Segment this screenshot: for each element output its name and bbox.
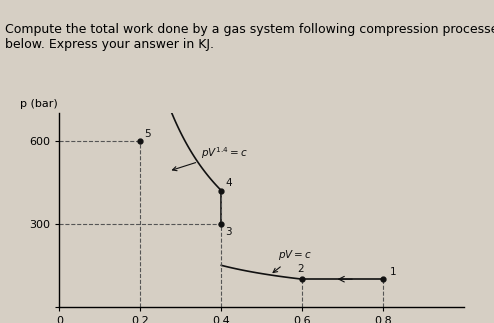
Text: 5: 5 xyxy=(144,129,151,139)
Text: 2: 2 xyxy=(297,264,303,274)
Text: $pV = c$: $pV = c$ xyxy=(273,248,312,273)
Text: $pV^{1.4} = c$: $pV^{1.4} = c$ xyxy=(172,146,247,171)
Y-axis label: p (bar): p (bar) xyxy=(20,99,58,109)
Text: 3: 3 xyxy=(225,227,232,237)
Text: 4: 4 xyxy=(225,178,232,188)
Text: 1: 1 xyxy=(390,267,397,277)
Text: Compute the total work done by a gas system following compression processes as s: Compute the total work done by a gas sys… xyxy=(5,23,494,51)
